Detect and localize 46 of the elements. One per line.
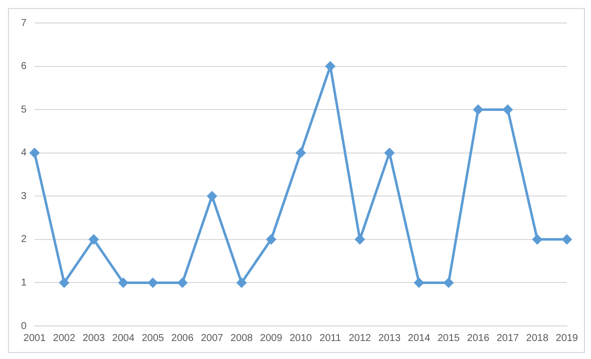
x-tick-label: 2004	[112, 332, 135, 344]
x-tick-label: 2016	[467, 332, 490, 344]
x-tick-label: 2007	[200, 332, 224, 344]
point	[207, 191, 217, 201]
point	[266, 234, 276, 244]
point	[532, 234, 542, 244]
y-tick-label: 1	[21, 277, 27, 288]
y-tick-label: 0	[21, 320, 27, 332]
x-tick-label: 2008	[230, 332, 254, 344]
point	[326, 62, 336, 72]
x-tick-label: 2003	[82, 332, 106, 344]
point	[444, 278, 454, 288]
point	[118, 278, 128, 288]
x-tick-label: 2010	[290, 332, 312, 344]
x-tick-label: 2013	[378, 332, 401, 344]
x-tick-label: 2002	[53, 332, 76, 344]
x-tick-label: 2015	[437, 332, 460, 344]
point	[148, 278, 158, 288]
x-tick-label: 2011	[320, 332, 342, 344]
point	[59, 278, 69, 288]
x-tick-label: 2006	[171, 332, 194, 344]
point	[562, 234, 572, 244]
point	[30, 148, 40, 158]
point	[178, 278, 188, 288]
x-tick-label: 2005	[142, 332, 164, 344]
point	[384, 148, 394, 158]
point	[414, 278, 424, 288]
y-tick-label: 7	[21, 18, 27, 29]
x-tick-label: 2014	[408, 332, 431, 344]
y-tick-label: 2	[21, 234, 27, 246]
y-tick-label: 5	[21, 104, 27, 116]
point	[502, 104, 512, 114]
x-tick-label: 2001	[23, 332, 46, 344]
x-tick-label: 2018	[526, 332, 549, 344]
y-tick-label: 4	[21, 148, 27, 159]
x-tick-label: 2019	[556, 332, 578, 344]
point	[88, 234, 98, 244]
x-tick-label: 2012	[348, 332, 372, 344]
y-tick-label: 3	[21, 190, 27, 202]
point	[473, 104, 483, 114]
point	[296, 148, 306, 158]
y-tick-label: 6	[21, 61, 27, 72]
point	[236, 278, 246, 288]
x-tick-label: 2017	[496, 332, 520, 344]
x-tick-label: 2009	[260, 332, 283, 344]
point	[355, 234, 365, 244]
